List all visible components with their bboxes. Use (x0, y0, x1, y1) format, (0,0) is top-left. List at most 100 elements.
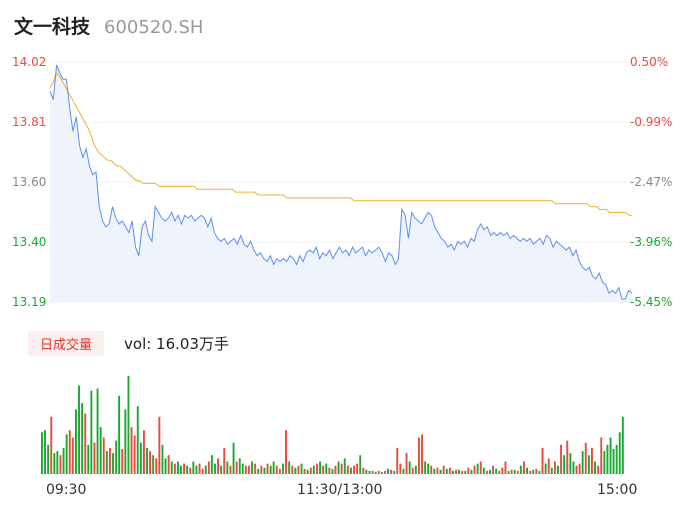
volume-bar (297, 465, 300, 474)
volume-bar (615, 444, 618, 474)
volume-bar (523, 461, 525, 474)
percent-axis-label: -5.45% (630, 295, 672, 309)
price-axis-label: 13.81 (12, 115, 46, 129)
volume-bar (266, 463, 269, 474)
volume-bar (343, 458, 346, 474)
volume-bar (81, 403, 84, 474)
time-tick-close: 15:00 (597, 482, 638, 498)
volume-bar (535, 468, 538, 474)
volume-bar (78, 385, 80, 474)
volume-bar (331, 468, 334, 474)
volume-bar (479, 461, 482, 474)
volume-bar (102, 437, 105, 474)
volume-bar (65, 434, 68, 474)
volume-bar (75, 409, 77, 474)
volume-bar (226, 461, 229, 474)
volume-bar (387, 468, 389, 474)
volume-bar (618, 432, 621, 474)
volume-bar (504, 461, 507, 474)
volume-bar (526, 467, 528, 474)
volume-header: 日成交量 vol: 16.03万手 (28, 331, 229, 356)
volume-bar (278, 468, 281, 474)
volume-bar (461, 470, 464, 474)
volume-bar (498, 470, 501, 474)
volume-bar (519, 465, 522, 474)
intraday-price-chart[interactable]: 14.02 13.81 13.60 13.40 13.19 0.50% -0.99% -2.… (0, 0, 686, 330)
volume-bar (136, 406, 139, 474)
volume-bar (427, 463, 430, 474)
volume-bar (421, 434, 423, 474)
volume-bar (288, 461, 291, 474)
volume-bar (269, 465, 272, 474)
volume-bar (201, 468, 204, 474)
volume-bar (68, 430, 71, 474)
volume-bar (124, 409, 127, 474)
volume-bar (550, 467, 553, 474)
volume-bar (139, 442, 142, 474)
volume-bar (470, 469, 473, 474)
price-axis-label: 13.60 (12, 175, 46, 189)
volume-bar (118, 395, 121, 474)
volume-bar (257, 468, 260, 474)
stock-code: 600520.SH (104, 17, 204, 38)
percent-axis-label: -2.47% (630, 175, 672, 189)
volume-bar (275, 465, 278, 474)
volume-bar (532, 469, 535, 474)
volume-bar (96, 388, 99, 474)
volume-bar (177, 461, 179, 474)
percent-axis-label: -0.99% (630, 115, 672, 129)
volume-bar (587, 455, 590, 474)
volume-bar (316, 463, 318, 474)
volume-bar (418, 437, 420, 474)
volume-bar (350, 467, 352, 474)
volume-bar (229, 465, 232, 474)
volume-bar (322, 465, 325, 474)
volume-bar (62, 447, 65, 474)
volume-bar (109, 447, 111, 474)
volume-bar (569, 453, 572, 474)
volume-bar (235, 461, 238, 474)
volume-bar (254, 463, 257, 474)
volume-bar (439, 469, 442, 474)
volume-bar (452, 470, 454, 474)
volume-bar (325, 463, 328, 474)
daily-volume-tab[interactable]: 日成交量 (28, 331, 105, 356)
volume-bar (50, 416, 53, 474)
volume-bar (248, 465, 250, 474)
time-tick-midday: 11:30/13:00 (297, 482, 383, 498)
volume-bar (217, 458, 219, 474)
volume-bar (553, 461, 556, 474)
volume-bar (195, 465, 198, 474)
volume-value: vol: 16.03万手 (124, 335, 230, 353)
volume-bar (603, 451, 606, 474)
volume-bar (309, 467, 312, 474)
volume-bar (584, 442, 587, 474)
volume-bar (241, 463, 244, 474)
volume-bar (337, 461, 340, 474)
volume-bar (594, 461, 596, 474)
volume-bar (495, 468, 498, 474)
volume-bar (285, 430, 287, 474)
percent-axis-label: -3.96% (630, 235, 672, 249)
volume-bar (516, 470, 519, 474)
volume-bar (127, 376, 130, 474)
volume-bar (90, 390, 93, 474)
volume-bar (368, 470, 371, 474)
volume-bar (377, 470, 380, 474)
volume-bar (133, 435, 136, 474)
volume-bar (510, 469, 513, 474)
volume-bar (146, 447, 148, 474)
volume-bar (414, 465, 417, 474)
price-axis-label: 13.19 (12, 295, 46, 309)
volume-bar (189, 467, 192, 474)
volume-bar (340, 463, 343, 474)
volume-bar (541, 447, 544, 474)
volume-bar (374, 471, 377, 474)
volume-bar (445, 468, 448, 474)
volume-bar (501, 467, 504, 474)
volume-bar (436, 467, 439, 474)
volume-bar (161, 444, 164, 474)
volume-bar (105, 451, 108, 474)
volume-bar (334, 465, 337, 474)
volume-bar (207, 461, 210, 474)
